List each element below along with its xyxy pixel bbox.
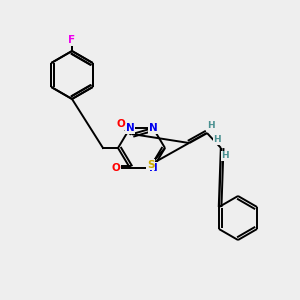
Text: N: N (126, 123, 134, 133)
Text: N: N (148, 123, 158, 133)
Text: H: H (207, 121, 215, 130)
Text: H: H (213, 136, 221, 145)
Text: F: F (68, 35, 76, 45)
Text: S: S (147, 160, 154, 170)
Text: O: O (112, 163, 120, 173)
Text: O: O (116, 119, 125, 129)
Text: N: N (148, 163, 158, 173)
Text: H: H (221, 152, 229, 160)
